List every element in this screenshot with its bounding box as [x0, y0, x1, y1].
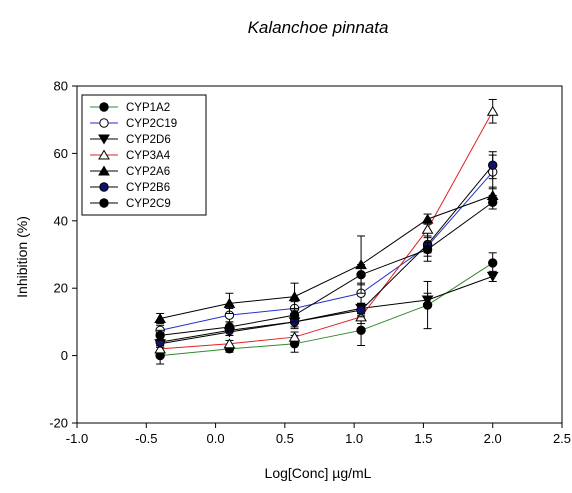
series-line [160, 195, 493, 320]
data-point [488, 160, 498, 170]
legend-item-cyp3a4: CYP3A4 [90, 149, 171, 162]
series-cyp2d6 [154, 270, 499, 350]
data-point [288, 331, 301, 342]
data-point [356, 270, 366, 280]
data-point [421, 223, 434, 234]
x-tick-label: 0.0 [207, 431, 225, 446]
x-tick-label: 2.0 [484, 431, 502, 446]
series-layer [154, 98, 499, 365]
data-point [223, 338, 236, 349]
legend-marker [99, 102, 109, 112]
x-axis-ticks: -1.0 -0.5 0.0 0.5 1.0 1.5 2.0 2.5 [66, 423, 571, 446]
y-tick-label: 0 [61, 348, 68, 363]
y-axis-ticks: -20 0 20 40 60 80 [49, 79, 77, 431]
data-point [223, 297, 236, 308]
legend-item-cyp2a6: CYP2A6 [90, 165, 170, 178]
plot-frame [76, 85, 563, 424]
legend-label: CYP1A2 [126, 102, 170, 114]
x-tick-label: 0.5 [276, 431, 294, 446]
legend-item-cyp2c9: CYP2C9 [90, 198, 171, 210]
data-point [356, 325, 366, 336]
data-point [288, 291, 301, 302]
y-tick-label: 80 [54, 79, 68, 94]
series-cyp3a4 [154, 98, 499, 354]
series-cyp2c9 [155, 195, 498, 341]
data-point [155, 330, 165, 341]
data-point [154, 343, 167, 354]
series-line [160, 111, 494, 350]
data-point [154, 313, 167, 324]
series-line [160, 164, 494, 343]
data-point [421, 213, 434, 224]
data-point [421, 295, 434, 306]
data-point [289, 310, 300, 320]
series-cyp2a6 [154, 186, 499, 325]
legend-label: CYP3A4 [126, 150, 171, 162]
data-point [422, 244, 433, 255]
y-axis-title: Inhibition (%) [14, 216, 30, 298]
legend-label: CYP2B6 [126, 182, 170, 194]
legend: CYP1A2 CYP2C19 CYP2D6 CYP3A4 CYP2A6 CYP2B6 CYP… [81, 94, 207, 216]
legend-item-cyp1a2: CYP1A2 [90, 102, 170, 114]
legend-item-cyp2d6: CYP2D6 [90, 134, 171, 146]
data-point [486, 105, 499, 116]
y-tick-label: 40 [54, 213, 68, 228]
x-axis-title: Log[Conc] µg/mL [265, 465, 372, 481]
legend-label: CYP2C9 [126, 198, 171, 210]
plot-area-border [76, 85, 563, 424]
series-line [160, 275, 493, 345]
legend-label: CYP2C19 [126, 118, 177, 130]
x-tick-label: -0.5 [135, 431, 157, 446]
y-tick-label: 60 [54, 146, 68, 161]
legend-marker [99, 118, 109, 128]
x-tick-label: 1.5 [414, 431, 432, 446]
legend-marker [99, 182, 109, 192]
series-line [160, 201, 494, 336]
y-tick-label: -20 [49, 416, 68, 431]
legend-marker [98, 165, 110, 176]
legend-label: CYP2A6 [126, 166, 170, 178]
series-line [160, 171, 494, 331]
series-cyp2b6 [155, 151, 498, 348]
x-tick-label: -1.0 [66, 431, 88, 446]
data-point [488, 197, 498, 207]
legend-item-cyp2c19: CYP2C19 [90, 118, 177, 130]
y-tick-label: 20 [54, 281, 68, 296]
legend-item-cyp2b6: CYP2B6 [90, 182, 170, 194]
legend-marker [99, 198, 109, 208]
x-tick-label: 1.0 [345, 431, 363, 446]
series-line [160, 262, 493, 357]
data-point [486, 271, 499, 282]
data-point [224, 322, 235, 332]
legend-marker [98, 149, 110, 160]
data-point [356, 305, 366, 315]
chart-title: Kalanchoe pinnata [248, 18, 389, 37]
data-point [488, 258, 498, 268]
legend-marker [98, 134, 110, 145]
x-tick-label: 2.5 [553, 431, 571, 446]
legend-label: CYP2D6 [126, 134, 171, 146]
